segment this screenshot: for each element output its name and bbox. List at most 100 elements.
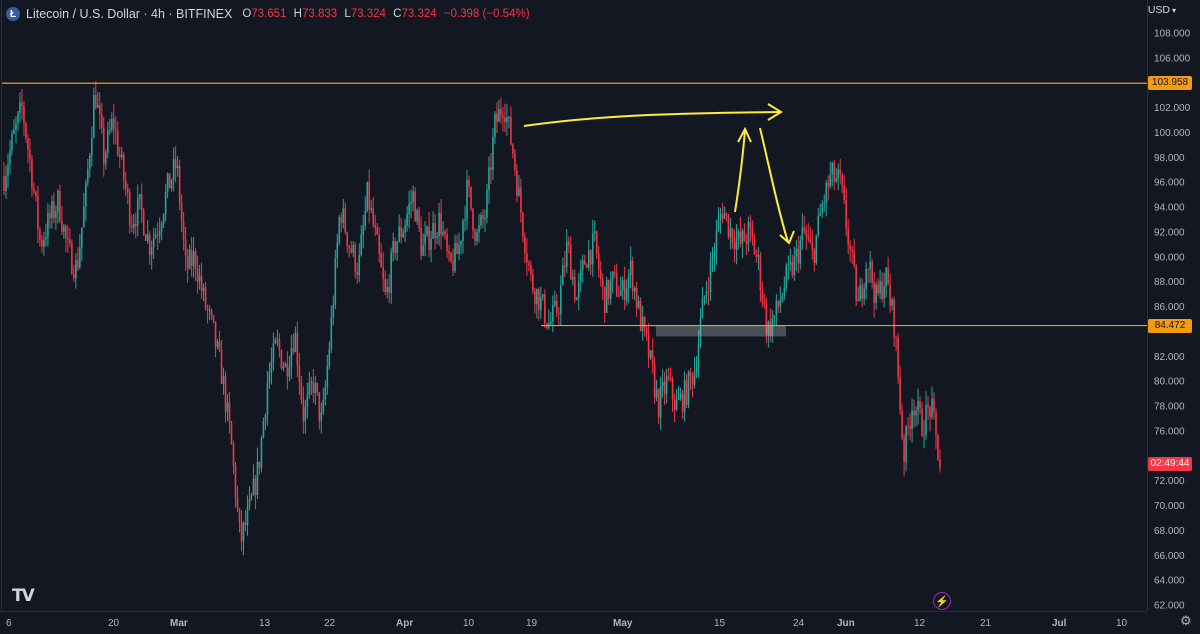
candle-body: [210, 310, 213, 316]
candle-body: [649, 350, 652, 359]
price-tick-label: 82.000: [1154, 352, 1185, 363]
candle-body: [927, 405, 929, 408]
candle-body: [759, 255, 762, 291]
candle-body: [146, 234, 149, 241]
price-tick-label: 108.000: [1154, 29, 1191, 40]
candle-body: [5, 176, 7, 191]
candle-body: [326, 366, 329, 388]
candle-body: [623, 279, 626, 301]
time-tick-label: 12: [914, 618, 926, 629]
candle-body: [69, 239, 71, 244]
candle-body: [761, 290, 764, 302]
candle-body: [821, 204, 824, 214]
candle-body: [390, 252, 392, 293]
candle-body: [637, 300, 640, 308]
price-tick-label: 100.000: [1154, 128, 1191, 139]
candle-body: [122, 154, 125, 181]
candle-body: [653, 364, 656, 398]
candle-body: [236, 498, 239, 509]
candle-body: [104, 152, 107, 164]
candle-body: [394, 241, 396, 253]
candle-body: [526, 252, 528, 263]
candle-body: [462, 220, 464, 242]
candle-body: [508, 116, 510, 118]
candle-body: [47, 212, 49, 238]
candle-body: [831, 163, 834, 175]
tradingview-logo-icon[interactable]: TV: [12, 586, 35, 606]
candle-body: [514, 153, 516, 171]
candle-body: [164, 191, 167, 215]
candle-body: [709, 259, 712, 293]
candle-body: [110, 118, 113, 130]
candle-body: [629, 260, 632, 276]
candle-body: [106, 130, 109, 153]
projection-arrow[interactable]: [523, 111, 781, 127]
settings-gear-icon[interactable]: ⚙: [1180, 613, 1192, 628]
candle-body: [444, 231, 446, 235]
candle-body: [615, 273, 618, 296]
candle-body: [392, 241, 394, 253]
candle-body: [254, 478, 257, 496]
symbol-title[interactable]: Litecoin / U.S. Dollar · 4h · BITFINEX: [26, 7, 233, 21]
currency-selector[interactable]: USD ▾: [1148, 4, 1176, 16]
down-arrow[interactable]: [759, 127, 789, 243]
candle-body: [567, 241, 570, 245]
candle-body: [130, 225, 133, 228]
up-arrow[interactable]: [734, 129, 746, 213]
candle-body: [428, 226, 430, 250]
candle-body: [763, 301, 766, 304]
candle-body: [520, 187, 522, 214]
candle-body: [238, 508, 241, 523]
candle-body: [554, 300, 556, 306]
ohlc-close-key: C: [393, 8, 402, 20]
price-tick-label: 88.000: [1154, 277, 1185, 288]
candle-body: [384, 278, 386, 293]
candle-body: [332, 304, 335, 318]
candle-body: [268, 373, 271, 384]
candle-body: [681, 393, 684, 413]
candle-body: [897, 337, 899, 378]
ohlc-close: 73.324: [401, 8, 437, 20]
candle-body: [454, 242, 456, 271]
candle-body: [120, 154, 123, 157]
candle-body: [743, 230, 746, 242]
candle-body: [470, 186, 472, 209]
candle-body: [426, 226, 428, 235]
candle-body: [921, 408, 923, 436]
candle-body: [282, 366, 285, 369]
candle-body: [863, 288, 865, 299]
candle-body: [815, 234, 818, 264]
candle-body: [500, 108, 502, 116]
candle-body: [883, 286, 885, 299]
candle-body: [25, 123, 27, 139]
candle-body: [206, 307, 209, 311]
candle-body: [306, 394, 309, 408]
candle-body: [276, 339, 279, 341]
candle-body: [51, 201, 53, 219]
candle-body: [486, 189, 488, 218]
candle-body: [85, 182, 87, 207]
ohlc-open-key: O: [242, 8, 252, 20]
candle-body: [220, 349, 223, 384]
candle-body: [518, 187, 520, 196]
candle-body: [679, 393, 682, 399]
candle-body: [178, 165, 181, 203]
candle-body: [136, 198, 139, 227]
candle-body: [911, 410, 913, 429]
candle-body: [663, 381, 666, 394]
candle-body: [288, 367, 291, 377]
candle-body: [19, 102, 21, 113]
candle-body: [703, 295, 706, 298]
candle-body: [388, 287, 390, 293]
price-tick-label: 106.000: [1154, 53, 1191, 64]
candle-body: [809, 238, 812, 243]
candle-body: [905, 426, 907, 463]
lightning-icon[interactable]: ⚡: [933, 592, 951, 610]
candle-body: [65, 226, 67, 239]
price-range-box[interactable]: [656, 325, 786, 337]
candle-body: [372, 208, 375, 225]
candle-body: [787, 264, 790, 266]
candle-body: [569, 244, 572, 280]
